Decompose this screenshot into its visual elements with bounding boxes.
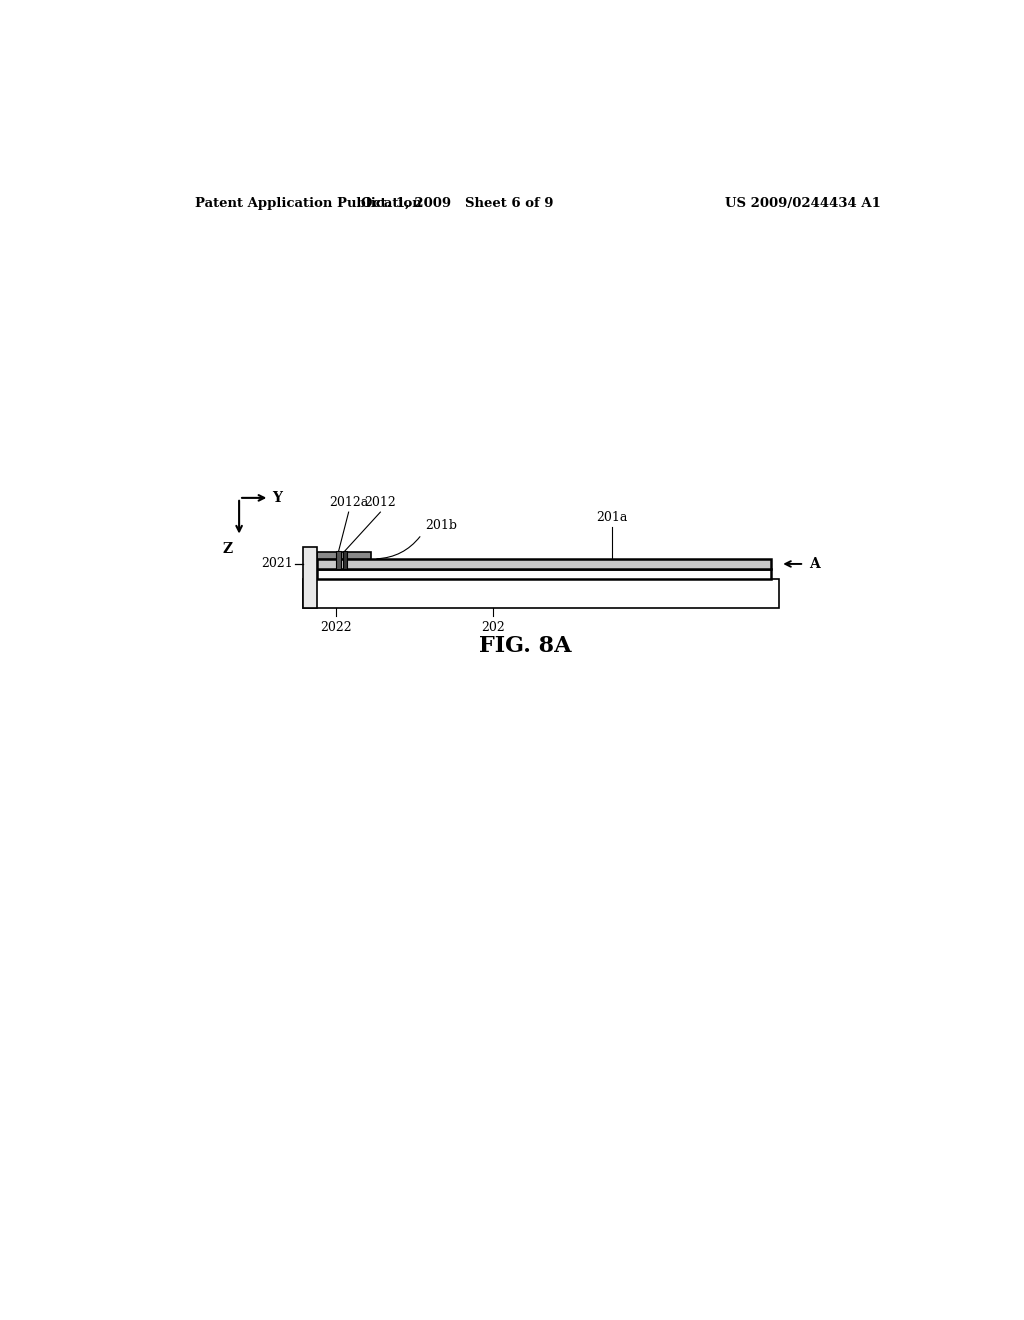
Text: Z: Z [222,541,232,556]
Text: A: A [809,557,819,572]
Text: 2022: 2022 [321,620,351,634]
Text: 201a: 201a [596,511,628,524]
Text: Patent Application Publication: Patent Application Publication [196,197,422,210]
Bar [316,569,771,579]
Text: US 2009/0244434 A1: US 2009/0244434 A1 [725,197,881,210]
Text: 2012a: 2012a [329,496,369,510]
Text: Oct. 1, 2009   Sheet 6 of 9: Oct. 1, 2009 Sheet 6 of 9 [361,197,554,210]
Text: 2012: 2012 [365,496,396,510]
Text: Y: Y [272,491,283,504]
Bar [303,546,316,607]
Text: 201b: 201b [426,520,458,532]
Bar [316,558,771,569]
Text: 2021: 2021 [261,557,293,570]
Bar [303,579,778,607]
Text: FIG. 8A: FIG. 8A [478,635,571,657]
Text: 202: 202 [481,620,505,634]
Bar [316,552,371,558]
Bar [336,550,341,569]
Bar [343,550,347,569]
